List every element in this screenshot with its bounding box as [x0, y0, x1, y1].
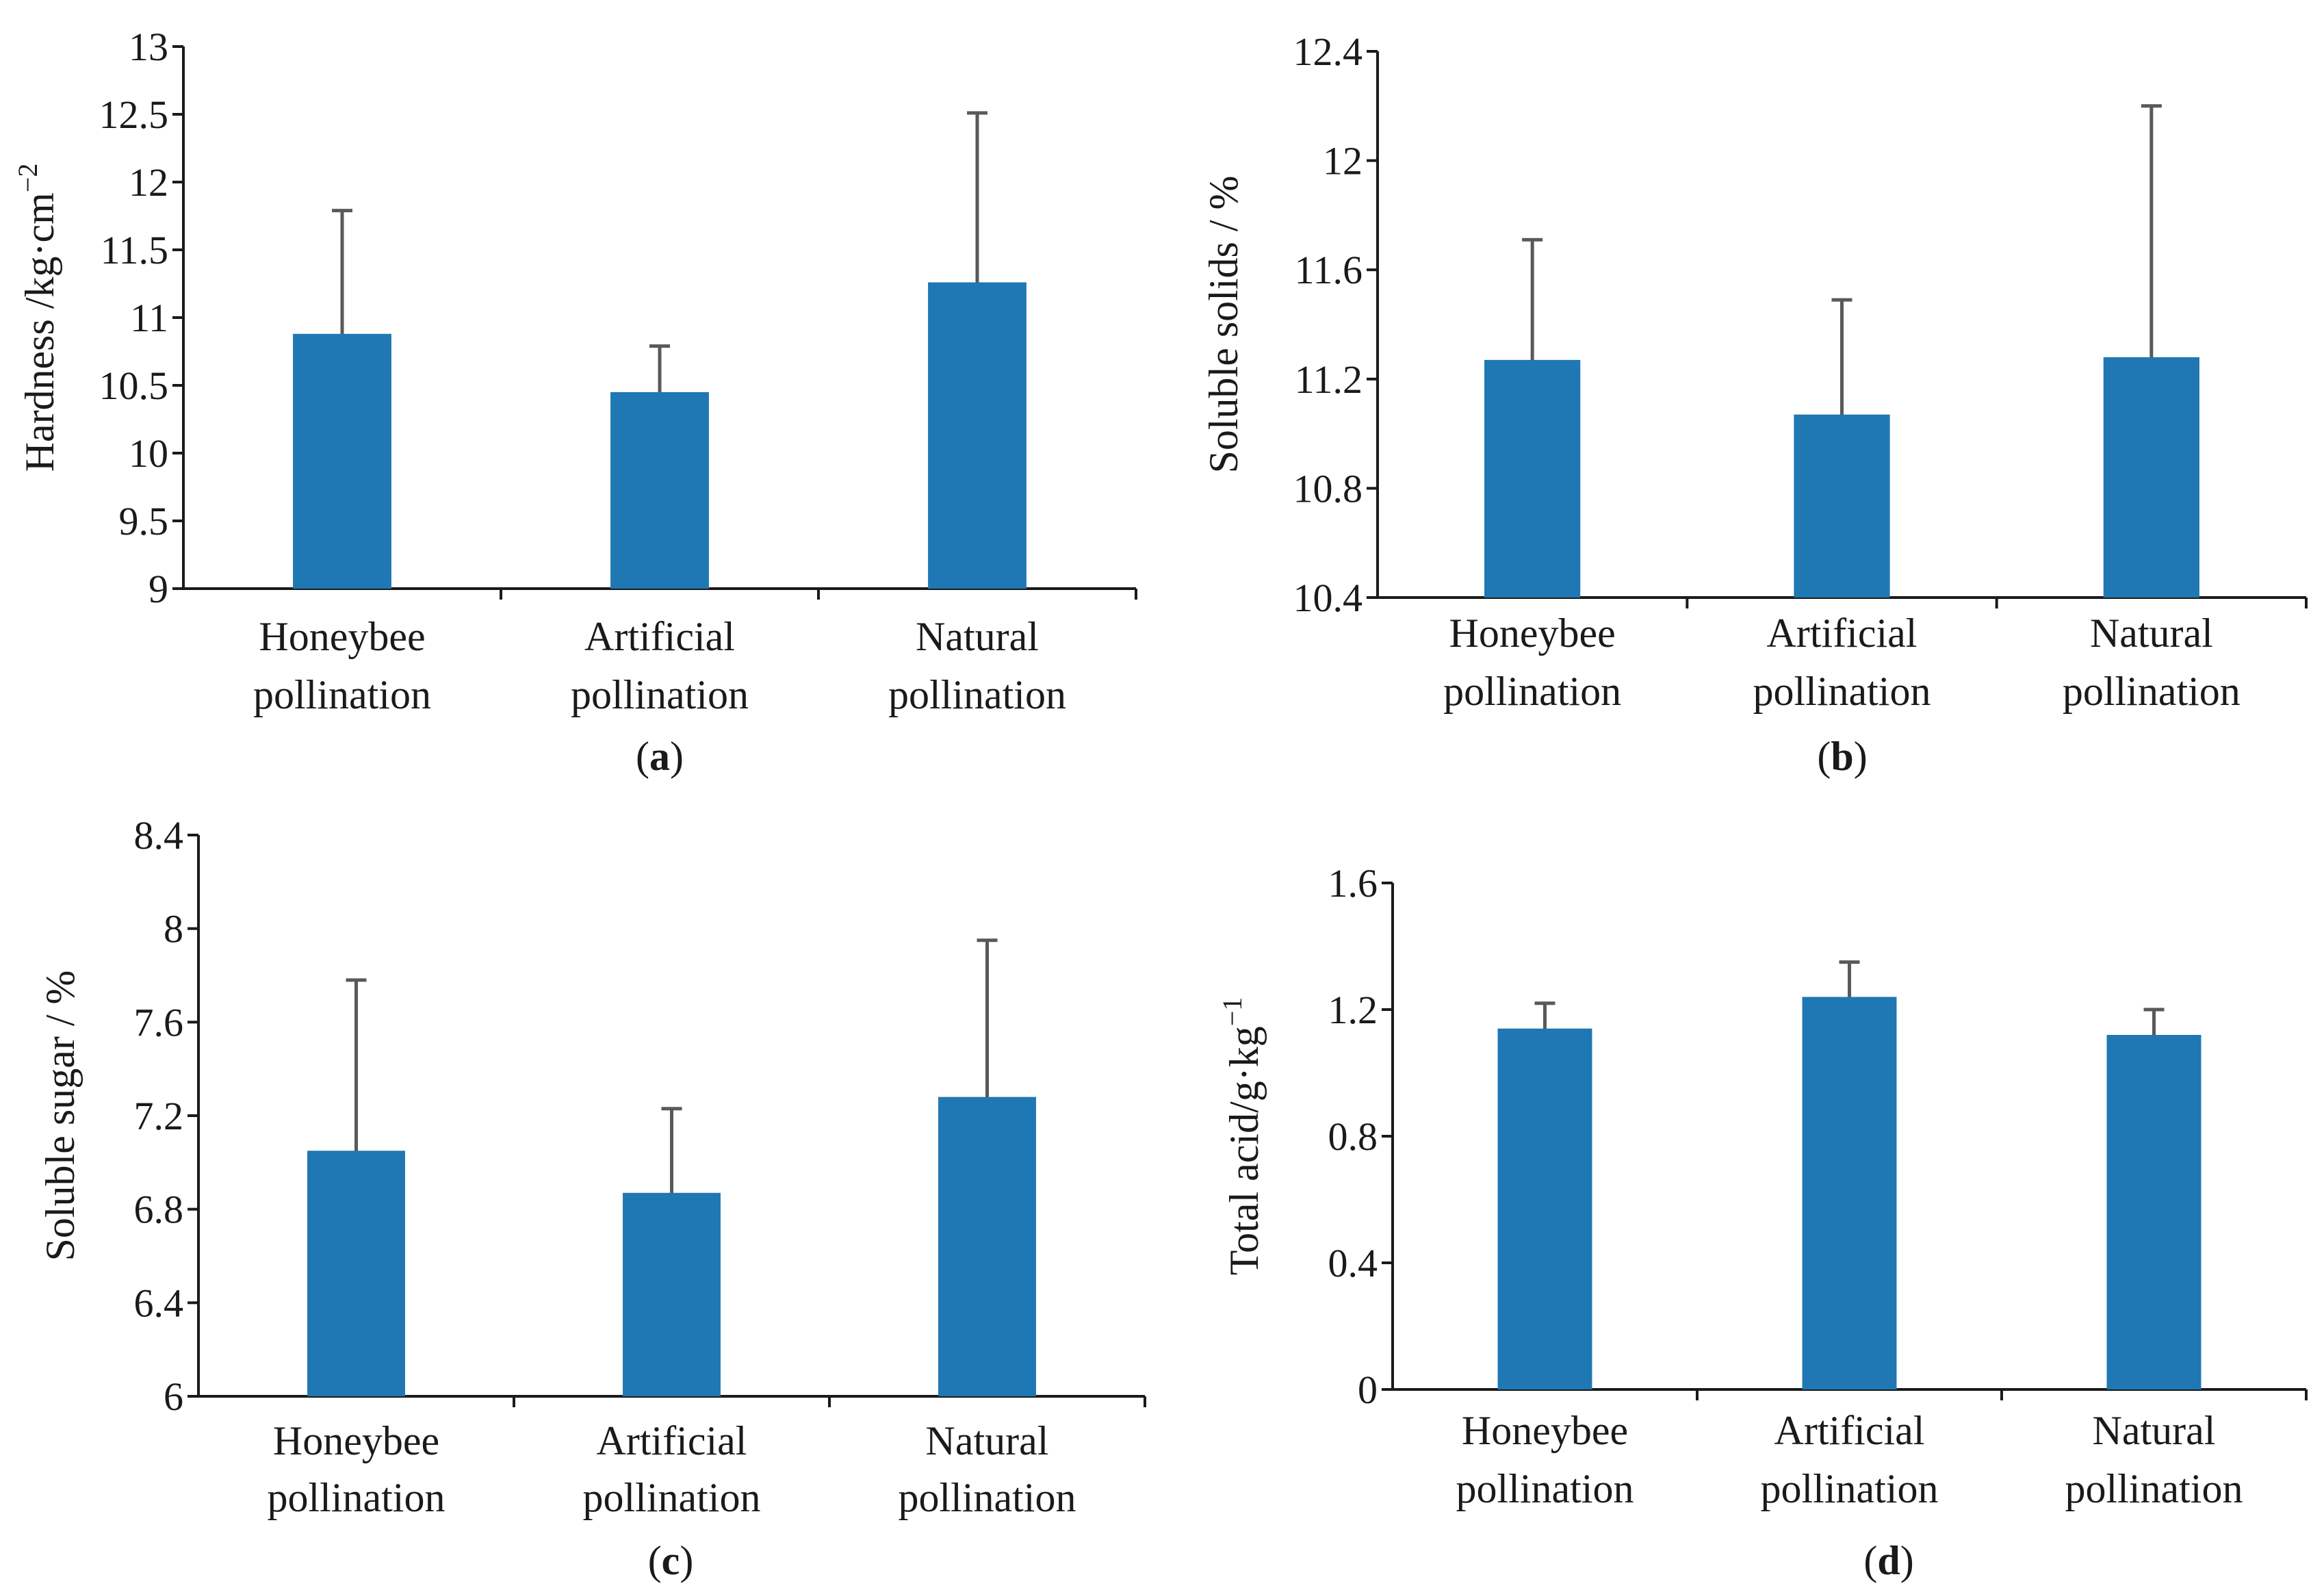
panel-label: (a): [636, 734, 684, 779]
x-category-label: pollination: [1443, 669, 1621, 714]
x-category-label: pollination: [571, 672, 749, 717]
bar: [1802, 997, 1897, 1389]
y-tick-label: 7.2: [134, 1094, 184, 1138]
bar: [610, 392, 709, 589]
y-tick-label: 12: [1323, 139, 1363, 183]
x-category-label: Natural: [2090, 611, 2213, 656]
y-tick-label: 6.8: [134, 1188, 184, 1232]
x-category-label: Artificial: [584, 614, 735, 659]
panel-label: (d): [1863, 1538, 1913, 1583]
y-tick-label: 9.5: [119, 499, 169, 543]
y-axis-label-superscript: −2: [12, 164, 43, 193]
panel-label: (b): [1817, 734, 1867, 779]
x-category-label: Honeybee: [259, 614, 425, 659]
y-tick-label: 8: [164, 907, 183, 951]
x-category-label: Honeybee: [273, 1418, 439, 1463]
panel-label-letter: b: [1831, 734, 1853, 779]
x-category-label: pollination: [1753, 669, 1931, 714]
panel-label-open: (: [1817, 734, 1831, 779]
bar: [307, 1151, 405, 1396]
x-category-label: pollination: [583, 1475, 761, 1520]
y-tick-label: 1.2: [1328, 988, 1378, 1032]
y-tick-label: 11.5: [101, 228, 168, 272]
y-axis-label: Soluble solids / %: [1201, 175, 1246, 473]
y-axis-label-text: Hardness /kg·cm: [17, 192, 62, 472]
x-category-label: pollination: [2063, 669, 2241, 714]
y-tick-label: 10.4: [1293, 576, 1363, 620]
panel-label-close: ): [1854, 734, 1868, 779]
panel-label-close: ): [680, 1538, 693, 1583]
y-tick-label: 10.5: [99, 363, 169, 408]
bar: [293, 333, 391, 589]
y-tick-label: 13: [129, 25, 168, 69]
y-tick-label: 8.4: [134, 813, 184, 858]
x-category-label: Natural: [916, 614, 1039, 659]
y-tick-label: 0.4: [1328, 1241, 1378, 1285]
x-category-label: Artificial: [1767, 611, 1918, 656]
chart-panel-c: 6 6.4 6.8 7.2 7.6 8 8.4 Honeybee pollination Arti…: [38, 813, 1146, 1583]
x-category-label: pollination: [899, 1475, 1076, 1520]
bar: [1484, 359, 1581, 598]
y-axis-label-text: Soluble sugar / %: [38, 971, 83, 1261]
y-tick-label: 11.2: [1295, 357, 1363, 402]
y-tick-label: 0: [1358, 1368, 1378, 1412]
panel-label-letter: a: [649, 734, 670, 779]
y-tick-label: 12: [129, 160, 168, 205]
y-axis-label-text: Soluble solids / %: [1201, 175, 1246, 473]
y-axis-label: Hardness /kg·cm−2: [12, 164, 62, 472]
y-axis-label-text: Total acid/g·kg: [1222, 1026, 1267, 1275]
y-axis-label: Soluble sugar / %: [38, 971, 83, 1261]
x-category-label: Natural: [2093, 1408, 2216, 1453]
panel-label-close: ): [1900, 1538, 1914, 1583]
x-category-label: pollination: [1761, 1466, 1939, 1511]
panel-label-close: ): [670, 734, 684, 779]
bar: [2106, 1035, 2202, 1389]
panel-label-open: (: [636, 734, 649, 779]
x-category-label: Artificial: [1774, 1408, 1925, 1453]
chart-panel-d: 0 0.4 0.8 1.2 1.6 Honeybee pollination Artifici…: [1217, 861, 2308, 1583]
x-category-label: pollination: [2065, 1466, 2243, 1511]
y-tick-label: 10: [129, 431, 168, 476]
panel-label: (c): [648, 1538, 694, 1583]
bar: [623, 1192, 721, 1396]
x-category-label: Natural: [926, 1418, 1049, 1463]
y-tick-label: 7.6: [134, 1000, 184, 1044]
bar: [1794, 414, 1890, 598]
y-axis-label-superscript: −1: [1217, 997, 1248, 1027]
y-tick-label: 6: [164, 1374, 183, 1419]
y-tick-label: 11.6: [1295, 248, 1363, 292]
x-category-label: Honeybee: [1449, 611, 1616, 656]
y-tick-label: 9: [149, 567, 168, 611]
bar: [928, 282, 1027, 589]
y-tick-label: 12.4: [1293, 29, 1363, 74]
panel-label-letter: d: [1877, 1538, 1900, 1583]
x-category-label: pollination: [253, 672, 431, 717]
panel-label-open: (: [648, 1538, 662, 1583]
x-category-label: pollination: [1456, 1466, 1634, 1511]
y-tick-label: 12.5: [99, 92, 169, 137]
bar: [1497, 1028, 1592, 1389]
y-tick-label: 1.6: [1328, 861, 1378, 906]
y-tick-label: 0.8: [1328, 1114, 1378, 1159]
y-tick-label: 10.8: [1293, 466, 1363, 511]
chart-panel-a: 9 9.5 10 10.5 11 11.5 12 12.5 13 Honeybee pollinat…: [12, 25, 1137, 779]
x-category-label: Artificial: [597, 1418, 747, 1463]
x-category-label: Honeybee: [1462, 1408, 1628, 1453]
x-category-label: pollination: [268, 1475, 446, 1520]
panel-label-letter: c: [662, 1538, 680, 1583]
x-category-label: pollination: [888, 672, 1066, 717]
chart-panel-b: 10.4 10.8 11.2 11.6 12 12.4 Honeybee pollinatio…: [1201, 29, 2308, 779]
bar: [938, 1097, 1036, 1396]
y-tick-label: 6.4: [134, 1281, 184, 1325]
y-tick-label: 11: [130, 296, 168, 340]
bar: [2103, 357, 2199, 598]
panel-label-open: (: [1863, 1538, 1877, 1583]
y-axis-label: Total acid/g·kg−1: [1217, 997, 1267, 1276]
